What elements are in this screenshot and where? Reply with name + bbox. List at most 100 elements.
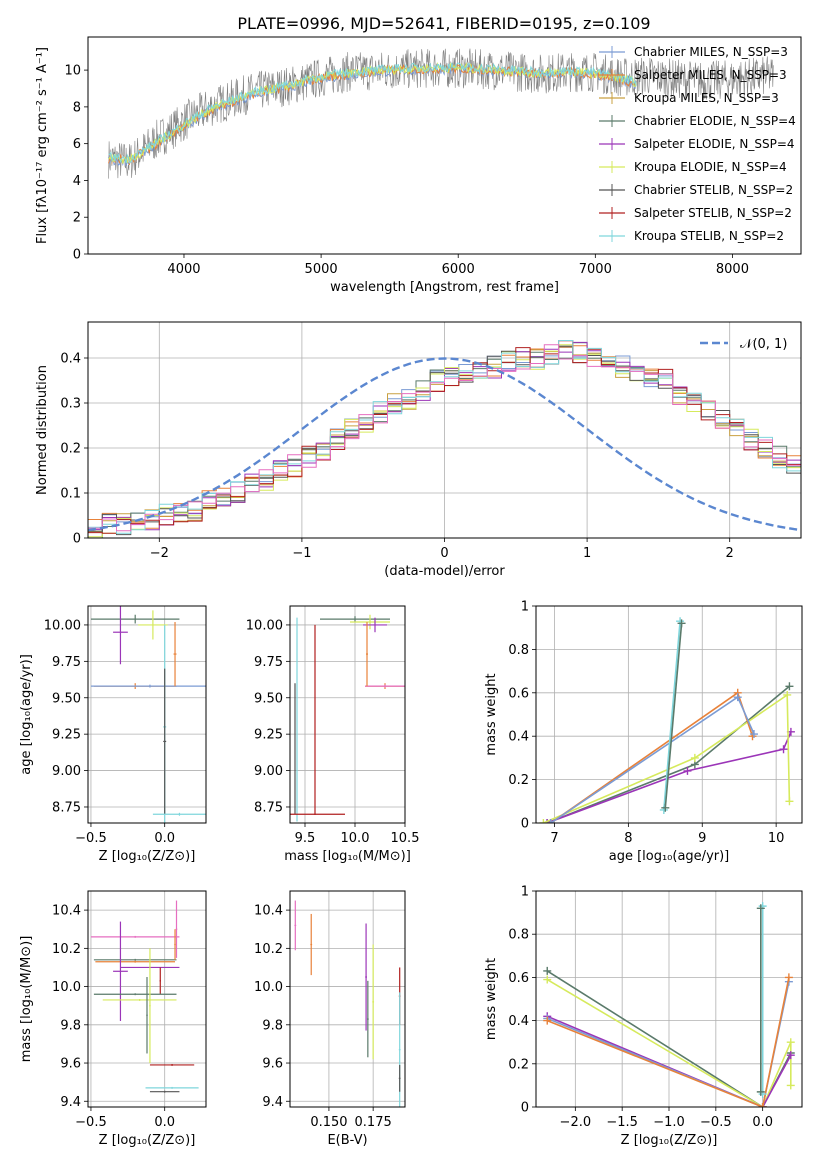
plot-frame bbox=[87, 890, 207, 1108]
legend-entry: Chabrier ELODIE, N_SSP=4 bbox=[599, 114, 796, 128]
plot-frame bbox=[289, 890, 406, 1108]
x-axis-label: wavelength [Angstrom, rest frame] bbox=[330, 280, 559, 295]
y-tick-label: 0.2 bbox=[508, 773, 529, 788]
x-tick-label: −0.5 bbox=[75, 831, 107, 846]
mass-weight-marker bbox=[756, 904, 765, 913]
y-tick-label: 9.75 bbox=[52, 655, 81, 670]
model-spectrum-chabrier_miles bbox=[108, 64, 637, 167]
model-spectrum-kroupa_elodie bbox=[108, 61, 637, 164]
mass-weight-series bbox=[664, 623, 683, 808]
y-axis-label: mass weight bbox=[484, 958, 499, 1040]
x-tick-label: 7000 bbox=[579, 262, 612, 277]
y-tick-label: 9.25 bbox=[52, 728, 81, 743]
legend-label: Salpeter MILES, N_SSP=3 bbox=[634, 68, 787, 82]
legend-label: Salpeter STELIB, N_SSP=2 bbox=[634, 206, 792, 220]
legend-label: Chabrier MILES, N_SSP=3 bbox=[634, 45, 788, 59]
y-tick-label: 10.4 bbox=[52, 904, 81, 919]
errorbar-point bbox=[310, 913, 313, 976]
y-tick-label: 9.4 bbox=[60, 1095, 81, 1110]
residual-histogram-salpeter_stelib bbox=[88, 340, 801, 534]
errorbar-point bbox=[152, 812, 206, 816]
spectrum-marks bbox=[108, 48, 774, 179]
y-tick-label: 9.75 bbox=[254, 655, 283, 670]
residuals-marks bbox=[88, 340, 801, 538]
y-tick-label: 9.00 bbox=[254, 764, 283, 779]
y-tick-label: 10.2 bbox=[52, 942, 81, 957]
massweight_vs_age-marks bbox=[539, 617, 795, 823]
y-tick-label: 0.8 bbox=[508, 643, 529, 658]
legend-entry: Kroupa STELIB, N_SSP=2 bbox=[599, 229, 784, 243]
errorbar-point bbox=[138, 610, 168, 640]
x-tick-label: 2 bbox=[726, 546, 734, 561]
errorbar-point bbox=[163, 668, 167, 815]
x-tick-label: 0.150 bbox=[310, 1115, 347, 1130]
x-tick-label: 1 bbox=[583, 546, 591, 561]
x-tick-label: −1.5 bbox=[606, 1115, 638, 1130]
x-axis-label: Z [log₁₀(Z/Z⊙)] bbox=[621, 1133, 718, 1148]
y-tick-label: 10.00 bbox=[246, 618, 283, 633]
y-tick-label: 0 bbox=[521, 817, 529, 832]
y-axis-label: mass [log₁₀(M/M⊙)] bbox=[19, 936, 34, 1063]
x-tick-label: 0 bbox=[440, 546, 448, 561]
x-tick-label: 0.0 bbox=[154, 1115, 175, 1130]
y-tick-label: 10.0 bbox=[52, 980, 81, 995]
mass-weight-marker bbox=[749, 730, 758, 739]
legend-entry: Salpeter MILES, N_SSP=3 bbox=[599, 68, 787, 82]
mass-weight-marker bbox=[786, 1081, 795, 1090]
errorbar-point bbox=[113, 921, 128, 1021]
y-tick-label: 0.4 bbox=[508, 730, 529, 745]
y-tick-label: 8.75 bbox=[254, 800, 283, 815]
x-tick-label: 10 bbox=[768, 831, 785, 846]
x-tick-label: 9.5 bbox=[295, 831, 316, 846]
normal-curve bbox=[88, 357, 801, 532]
x-tick-label: −1 bbox=[292, 546, 311, 561]
mass_vs_Z-panel: −0.5 0.0 9.4 9.6 9.8 10.0 10.2 10.4 Z [log₁₀(Z/Z… bbox=[19, 890, 207, 1148]
errorbar-point bbox=[398, 1064, 401, 1092]
plot-frame bbox=[87, 605, 207, 824]
errorbar-point bbox=[314, 624, 316, 815]
y-tick-label: 9.8 bbox=[60, 1018, 81, 1033]
y-tick-label: 0.8 bbox=[508, 928, 529, 943]
mass_vs_Z-marks bbox=[90, 900, 199, 1093]
y-tick-label: 2 bbox=[73, 211, 81, 226]
massweight_vs_age-panel: 7 8 9 10 0 0.2 0.4 0.6 0.8 1 age [log₁₀(age/yr)] ma… bbox=[484, 600, 803, 864]
figure-title: PLATE=0996, MJD=52641, FIBERID=0195, z=0… bbox=[237, 14, 650, 33]
y-tick-label: 9.50 bbox=[254, 691, 283, 706]
spectrum-panel: 4000 5000 6000 7000 8000 0 2 4 6 8 10 wavelength [A… bbox=[35, 36, 802, 295]
errorbar-point bbox=[294, 683, 296, 815]
mass-weight-series bbox=[550, 695, 755, 823]
y-tick-label: 0 bbox=[73, 248, 81, 263]
mass_vs_EBV-marks bbox=[294, 900, 401, 1107]
errorbar-point bbox=[145, 1086, 199, 1089]
errorbar-point bbox=[365, 923, 367, 1031]
y-tick-label: 10.0 bbox=[254, 980, 283, 995]
x-axis-label: (data-model)/error bbox=[384, 564, 505, 579]
errorbar-point bbox=[146, 977, 148, 1054]
x-tick-label: 10.5 bbox=[391, 831, 420, 846]
x-tick-label: 7 bbox=[550, 831, 558, 846]
legend-label: Kroupa MILES, N_SSP=3 bbox=[634, 91, 779, 105]
plot-frame bbox=[535, 890, 803, 1108]
mass-weight-marker bbox=[683, 766, 692, 775]
x-axis-label: age [log₁₀(age/yr)] bbox=[609, 849, 730, 864]
y-tick-label: 0.2 bbox=[508, 1057, 529, 1072]
y-tick-label: 8 bbox=[73, 100, 81, 115]
y-tick-label: 9.8 bbox=[262, 1018, 283, 1033]
mass-weight-series bbox=[546, 731, 792, 823]
y-tick-label: 0.2 bbox=[60, 442, 81, 457]
y-tick-label: 0 bbox=[73, 532, 81, 547]
mass-weight-series bbox=[546, 978, 792, 1107]
x-axis-label: E(B-V) bbox=[327, 1133, 367, 1148]
x-axis-label: mass [log₁₀(M/M⊙)] bbox=[284, 849, 411, 864]
x-tick-label: −0.5 bbox=[75, 1115, 107, 1130]
mass-weight-marker bbox=[543, 966, 552, 975]
x-axis-label: Z [log₁₀(Z/Z⊙)] bbox=[99, 1133, 196, 1148]
legend-entry: Salpeter ELODIE, N_SSP=4 bbox=[599, 137, 795, 151]
y-axis-label: age [log₁₀(age/yr)] bbox=[19, 654, 34, 775]
errorbar-point bbox=[159, 967, 162, 995]
mass-weight-marker bbox=[786, 1051, 795, 1060]
y-tick-label: 10.00 bbox=[44, 618, 81, 633]
legend-entry: Chabrier MILES, N_SSP=3 bbox=[599, 45, 788, 59]
y-tick-label: 9.50 bbox=[52, 691, 81, 706]
